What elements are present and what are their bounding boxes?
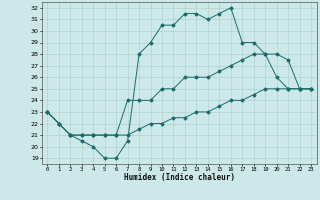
X-axis label: Humidex (Indice chaleur): Humidex (Indice chaleur) bbox=[124, 173, 235, 182]
